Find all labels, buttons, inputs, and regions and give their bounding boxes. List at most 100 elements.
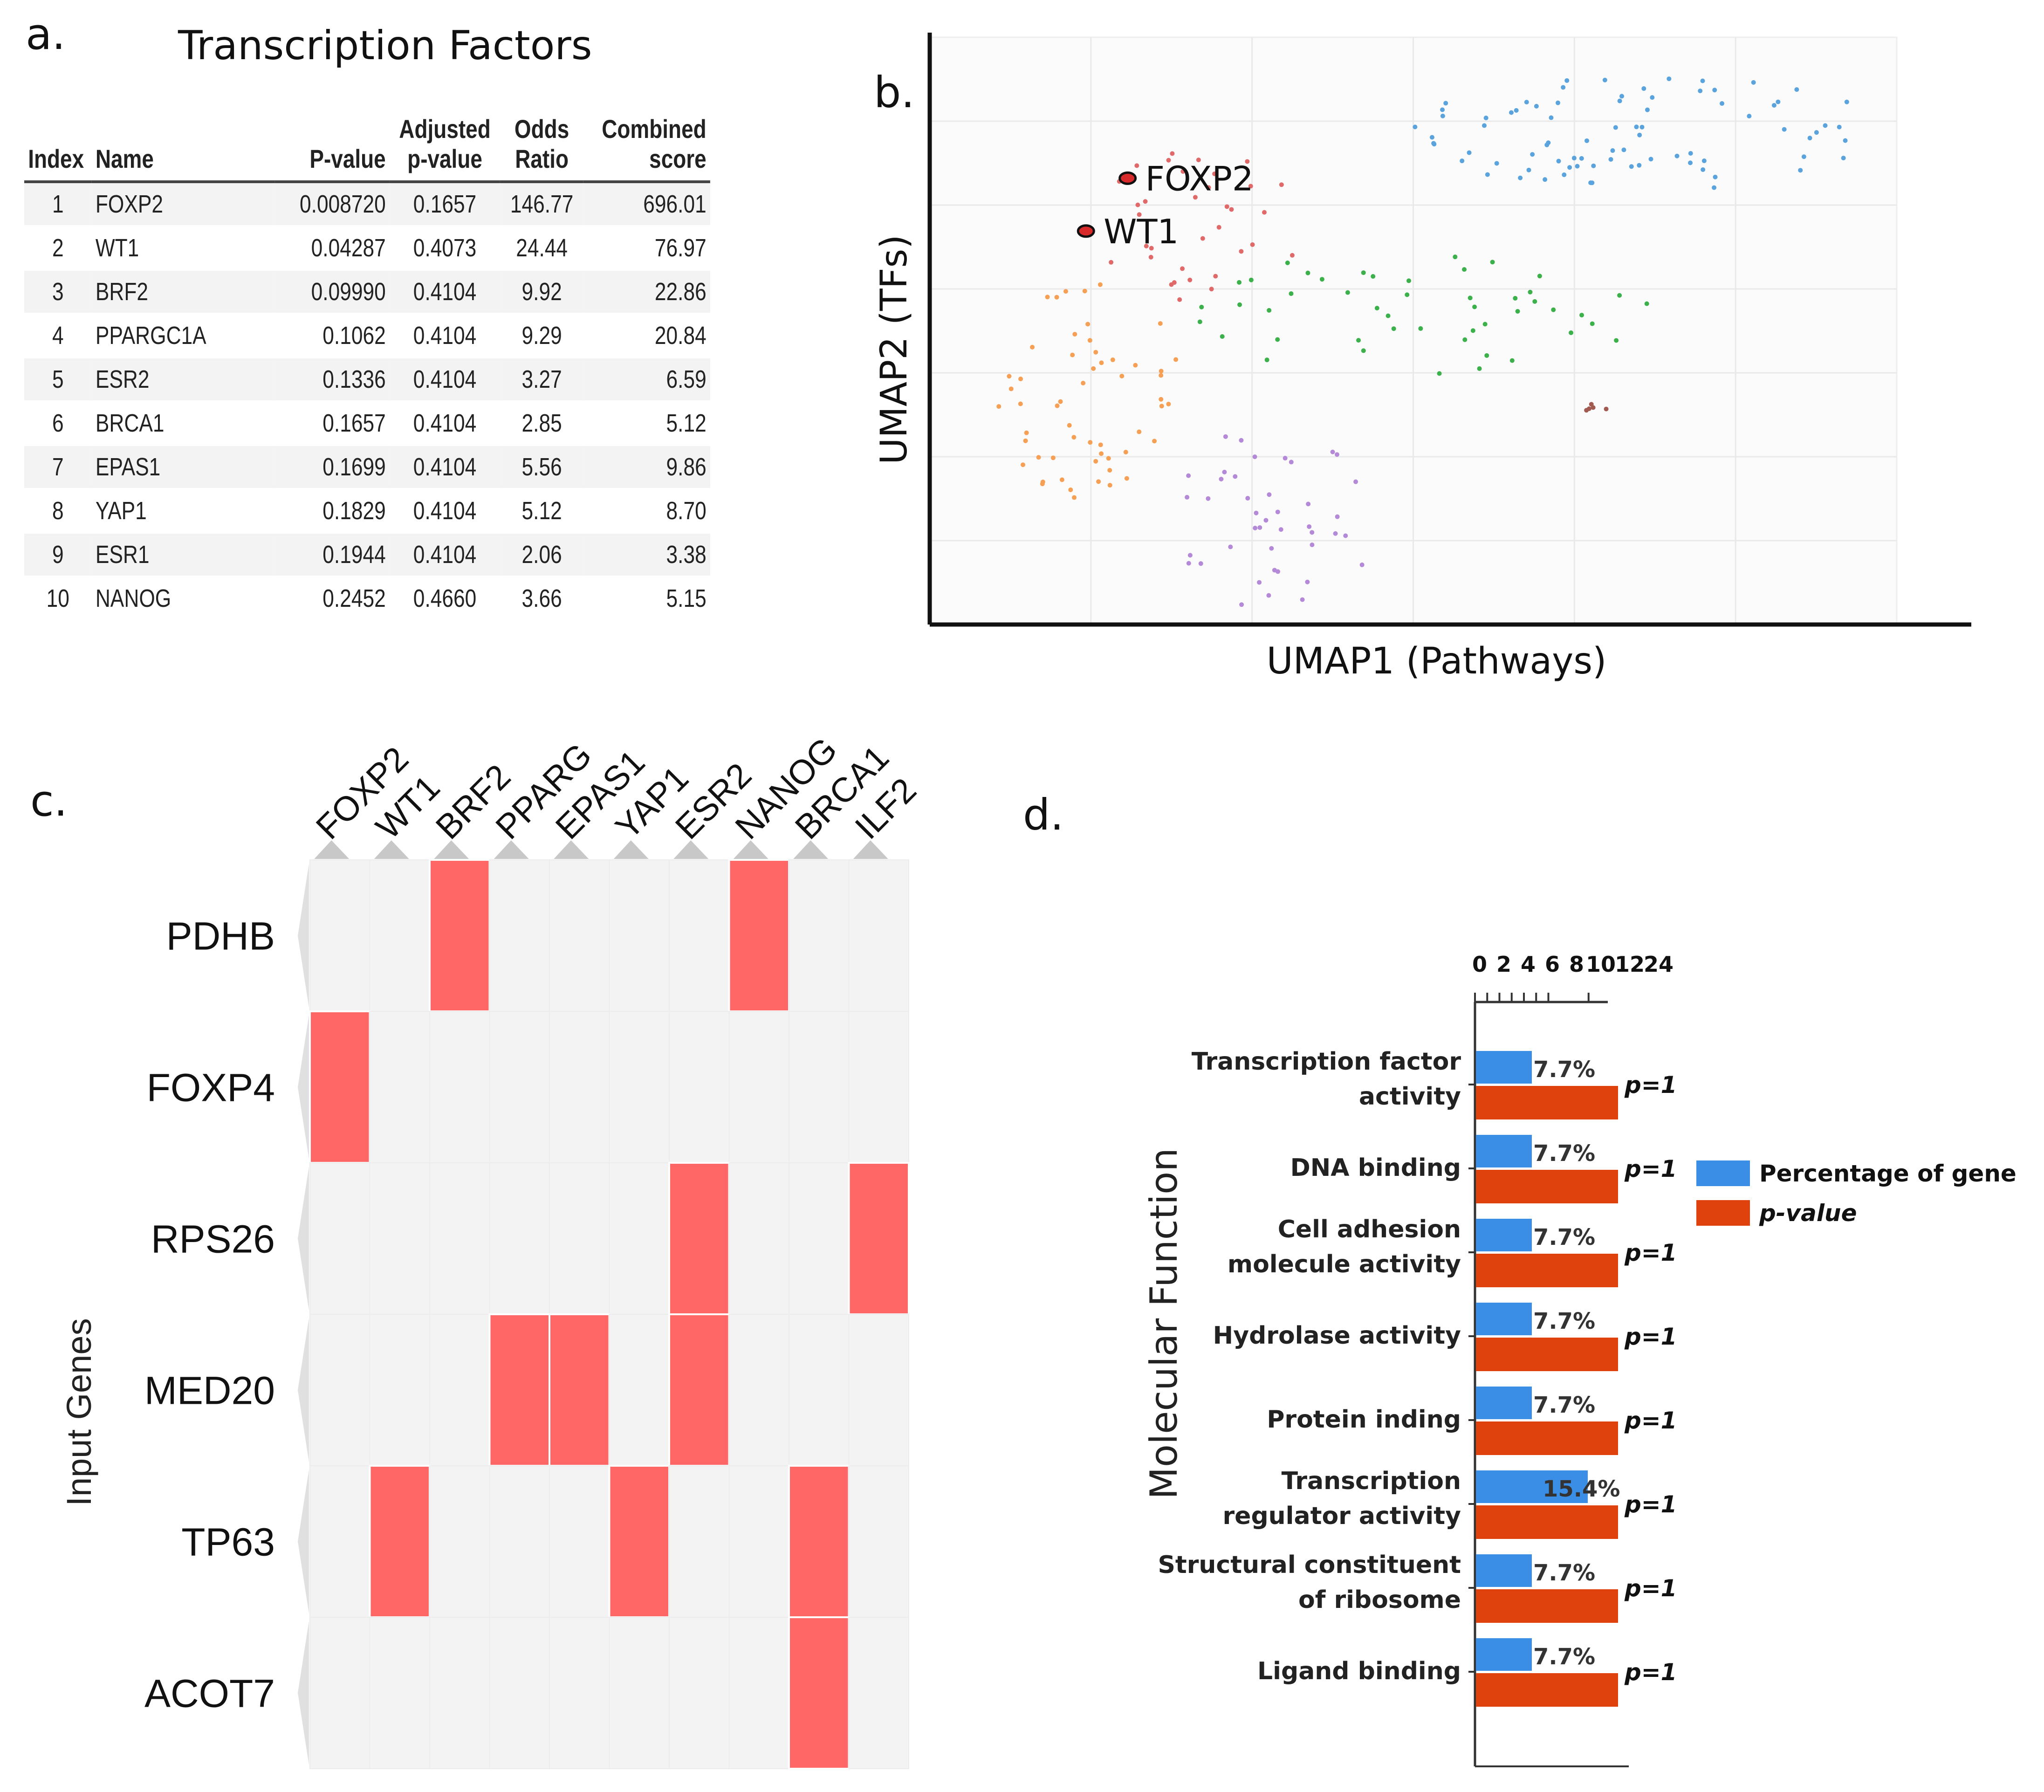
cell-pvalue: 0.1062 (274, 314, 390, 358)
heatmap-cell (848, 1011, 909, 1163)
scatter-point-blue (1688, 160, 1693, 165)
scatter-point-orange (1158, 321, 1163, 326)
table-row: 4 PPARGC1A 0.1062 0.4104 9.29 20.84 (24, 314, 710, 358)
scatter-point-orange (1050, 455, 1056, 460)
scatter-point-green (1569, 330, 1574, 335)
scatter-point-green (1391, 326, 1396, 331)
column-label-brf2: BRF2 (428, 757, 518, 846)
scatter-point-red (1177, 297, 1182, 302)
scatter-point-purple (1254, 510, 1259, 515)
scatter-point-purple (1185, 494, 1190, 500)
heatmap-cell (309, 1617, 370, 1769)
scatter-point-purple (1198, 561, 1203, 566)
heatmap-cell (549, 1313, 610, 1467)
scatter-point-green (1551, 307, 1556, 312)
bar-percentage (1476, 1219, 1532, 1251)
cell-odds: 2.85 (500, 401, 584, 446)
scatter-point-orange (1036, 455, 1041, 460)
scatter-point-orange (1070, 352, 1075, 357)
scatter-point-brown (1586, 406, 1591, 412)
scatter-point-blue (1524, 100, 1529, 105)
table-row: 3 BRF2 0.09990 0.4104 9.92 22.86 (24, 270, 710, 315)
scatter-point-red (1143, 199, 1148, 204)
scatter-point-red (1180, 169, 1186, 174)
cell-name: ESR1 (91, 533, 275, 577)
cell-index: 3 (24, 270, 92, 315)
data-label-percentage: 7.7% (1533, 1560, 1595, 1586)
scatter-point-orange (1091, 366, 1096, 371)
cell-odds: 3.27 (500, 357, 584, 402)
scatter-point-blue (1534, 103, 1539, 109)
scatter-point-red (1224, 204, 1229, 209)
legend-swatch (1696, 1160, 1750, 1186)
scatter-point-blue (1610, 148, 1615, 153)
column-label-yap1: YAP1 (608, 759, 696, 847)
scatter-point-blue (1460, 158, 1465, 164)
bar-pvalue (1476, 1589, 1618, 1623)
scatter-point-blue (1431, 141, 1436, 146)
scatter-point-purple (1330, 449, 1335, 454)
scatter-point-blue (1641, 86, 1646, 91)
heatmap-cell (429, 1465, 490, 1618)
scatter-point-green (1437, 371, 1442, 376)
scatter-point-blue (1637, 163, 1642, 168)
heatmap-cell (669, 1617, 730, 1769)
scatter-point-blue (1617, 98, 1622, 103)
cell-odds: 146.77 (500, 182, 584, 227)
header-name: Name (91, 114, 275, 183)
scatter-point-green (1579, 313, 1584, 318)
heatmap-cell (728, 1162, 789, 1315)
heatmap-cell (429, 1617, 490, 1769)
heatmap-cell (309, 1465, 370, 1618)
cell-comb: 6.59 (583, 357, 710, 402)
cell-comb: 20.84 (583, 314, 710, 358)
scatter-point-orange (1023, 438, 1028, 443)
scatter-point-blue (1509, 110, 1514, 115)
column-label-brca1: BRCA1 (788, 738, 896, 846)
scatter-point-purple (1239, 602, 1244, 607)
heatmap-cell (788, 1616, 850, 1770)
scatter-point-blue (1546, 140, 1551, 145)
scatter-point-green (1248, 277, 1254, 282)
scatter-point-red (1206, 185, 1211, 190)
cell-name: YAP1 (91, 489, 275, 534)
cell-adj: 0.4104 (389, 533, 501, 577)
scatter-point-red (1148, 254, 1153, 260)
heatmap-cell (609, 1617, 670, 1769)
scatter-point-green (1515, 309, 1520, 314)
data-label-pvalue: p=1 (1624, 1491, 1677, 1518)
scatter-point-green (1361, 348, 1366, 353)
panel-d-label: d. (1023, 790, 1064, 840)
category-label: Transcription factor (1192, 1048, 1461, 1076)
bar-pvalue (1476, 1421, 1618, 1455)
scatter-point-green (1468, 295, 1473, 301)
cell-name: NANOG (91, 577, 275, 621)
scatter-point-orange (1067, 423, 1072, 428)
scatter-point-purple (1359, 562, 1365, 567)
scatter-point-blue (1613, 125, 1618, 130)
scatter-point-green (1472, 304, 1477, 309)
data-label-pvalue: p=1 (1624, 1659, 1677, 1686)
data-label-percentage: 7.7% (1533, 1057, 1595, 1083)
heatmap-cell (429, 1011, 490, 1163)
cell-comb: 3.38 (583, 533, 710, 577)
heatmap-cell (789, 1011, 850, 1163)
heatmap-cell (489, 1011, 550, 1163)
column-label-ilf2: ILF2 (847, 770, 923, 846)
scatter-point-green (1361, 270, 1366, 275)
scatter-point-blue (1637, 132, 1642, 137)
data-label-percentage: 7.7% (1533, 1224, 1595, 1250)
scatter-point-green (1528, 289, 1533, 295)
category-label: DNA binding (1290, 1154, 1461, 1182)
scatter-point-blue (1798, 168, 1803, 173)
cell-adj: 0.4104 (389, 489, 501, 534)
scatter-point-purple (1310, 530, 1315, 535)
scatter-point-orange (1107, 467, 1112, 473)
scatter-point-blue (1584, 138, 1590, 143)
scatter-point-blue (1530, 152, 1535, 157)
bar-percentage (1476, 1387, 1532, 1419)
heatmap-cell (789, 1314, 850, 1466)
heatmap-cell (609, 1011, 670, 1163)
scatter-point-red (1209, 287, 1214, 292)
scatter-point-purple (1206, 496, 1211, 501)
